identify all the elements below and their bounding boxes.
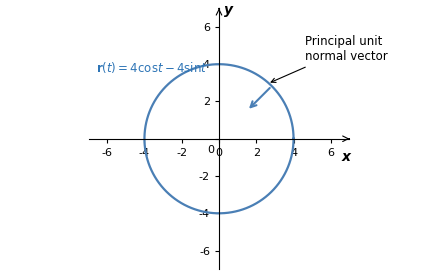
Text: 0: 0 (207, 145, 214, 155)
Text: $\mathbf{r}(t) = 4\mathrm{cos}t - 4\mathrm{sin}t$: $\mathbf{r}(t) = 4\mathrm{cos}t - 4\math… (96, 60, 208, 75)
Text: y: y (224, 3, 233, 17)
Text: x: x (341, 150, 350, 164)
Text: Principal unit
normal vector: Principal unit normal vector (271, 35, 388, 82)
